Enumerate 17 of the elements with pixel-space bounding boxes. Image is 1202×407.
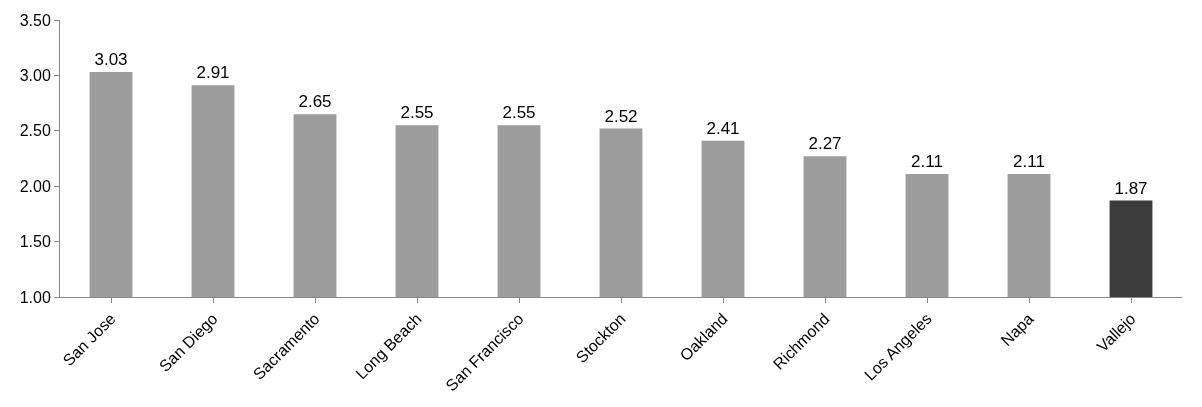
data-label: 2.55 [400,103,434,123]
data-label: 2.65 [298,92,332,112]
y-tick-label: 2.00 [19,177,51,195]
data-label: 2.52 [604,106,638,126]
data-label: 2.11 [1013,152,1045,172]
y-tick-label: 2.50 [19,122,51,140]
data-label: 2.27 [808,134,842,154]
y-tick-label: 1.00 [19,288,51,306]
data-label: 2.91 [196,63,230,83]
y-tick-label: 3.50 [19,11,51,29]
data-label: 2.41 [706,118,740,138]
data-label: 2.55 [502,103,536,123]
data-label: 3.03 [94,50,128,70]
data-label: 1.87 [1114,178,1148,198]
data-label: 2.11 [911,152,943,172]
y-tick-label: 1.50 [19,233,51,251]
y-tick-label: 3.00 [19,67,51,84]
